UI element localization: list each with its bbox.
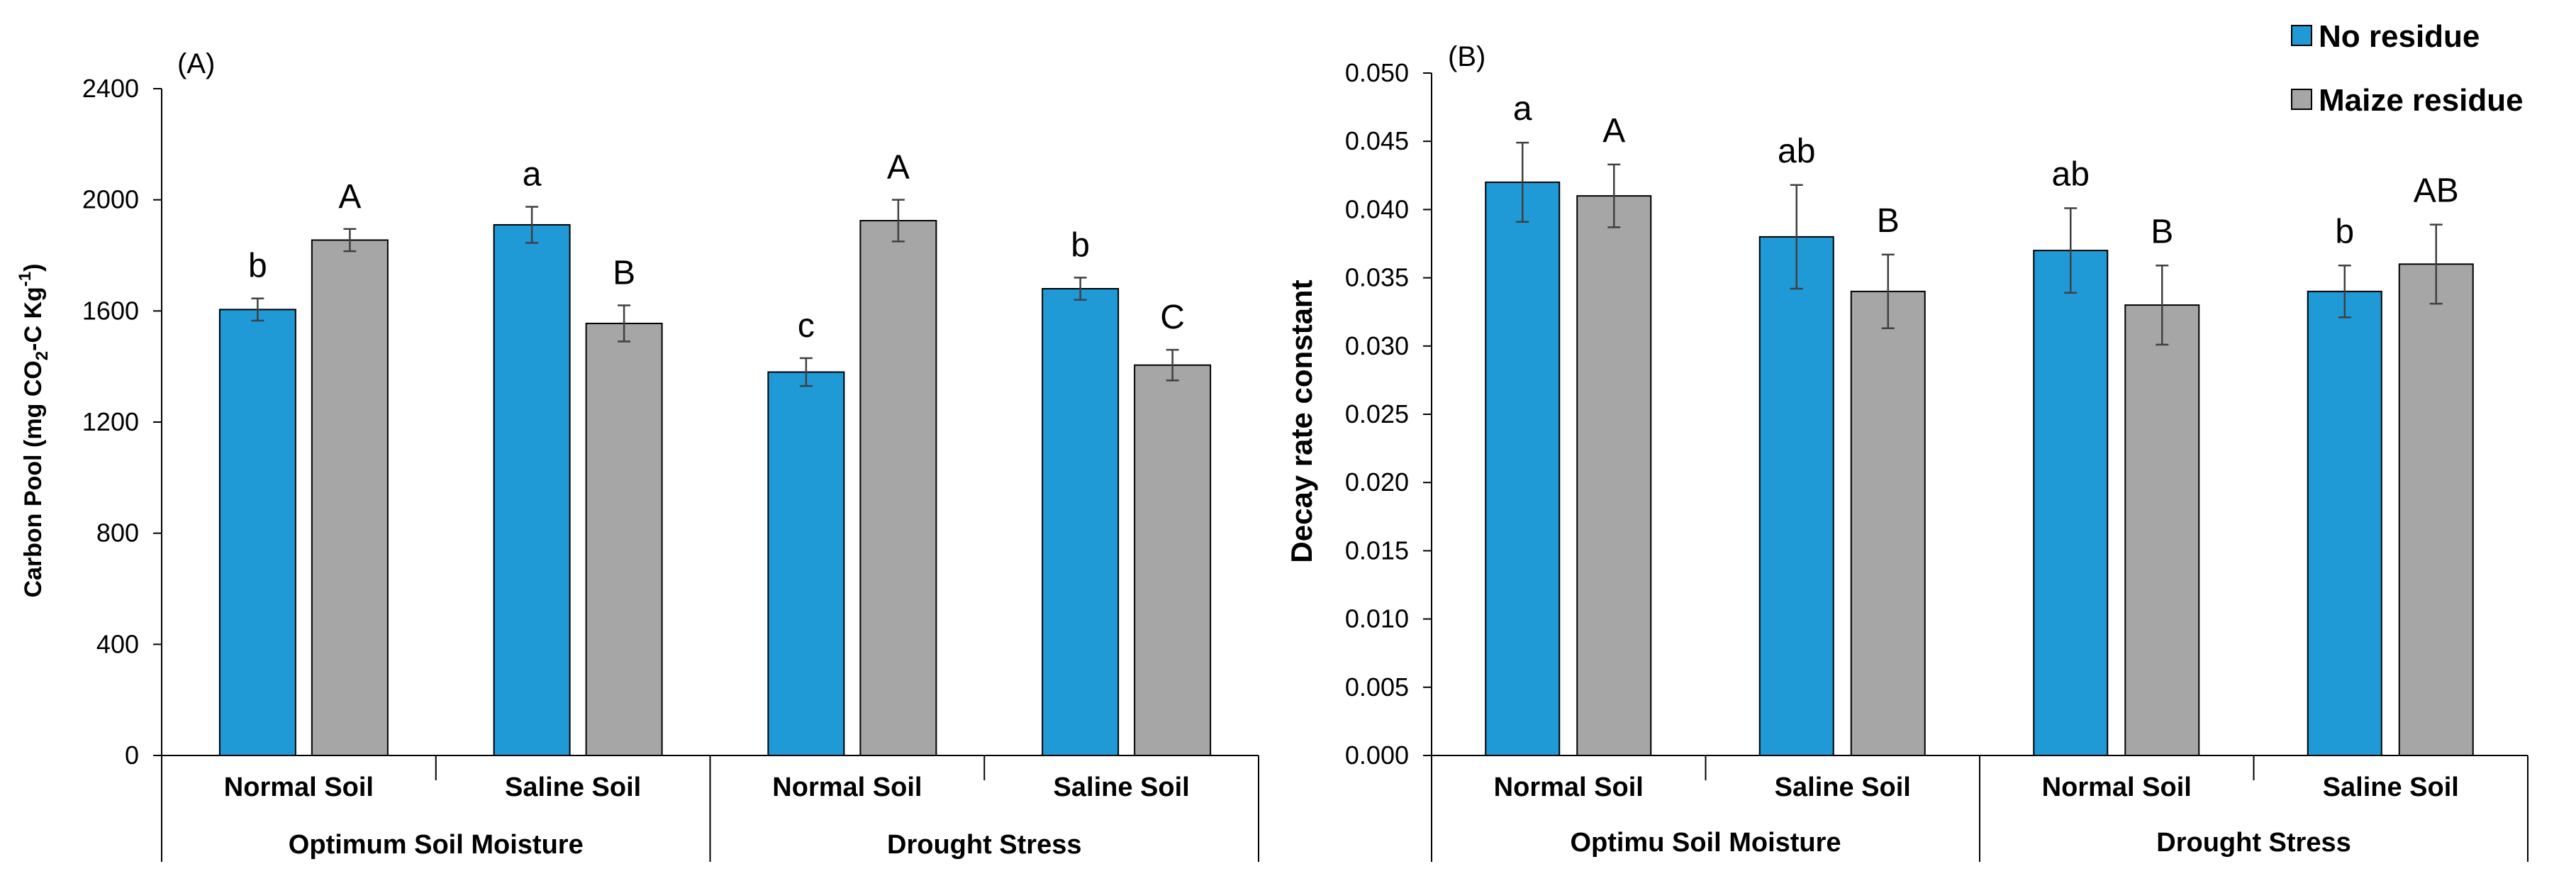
significance-letter: AB xyxy=(2414,172,2459,210)
bar-no-residue xyxy=(218,309,296,756)
legend-label: Maize residue xyxy=(2319,83,2524,118)
x-category-label: Normal Soil xyxy=(1494,773,1644,802)
significance-letter: ab xyxy=(1778,133,1815,170)
y-axis-title-part: -1 xyxy=(16,272,35,287)
bar-maize-residue xyxy=(1134,364,1212,756)
bar-no-residue xyxy=(493,223,571,756)
legend-label: No residue xyxy=(2319,19,2480,54)
panel-label: (A) xyxy=(177,48,215,79)
y-axis-title: Decay rate constant xyxy=(1285,279,1318,563)
significance-letter: A xyxy=(887,149,910,187)
x-category-label: Saline Soil xyxy=(505,773,641,802)
y-tick-label: 0.025 xyxy=(1345,399,1409,428)
significance-letter: ab xyxy=(2052,155,2090,193)
x-category-label: Normal Soil xyxy=(772,773,922,802)
bar-maize-residue xyxy=(585,322,663,757)
legend-swatch xyxy=(2291,25,2312,46)
y-tick-label: 0.005 xyxy=(1345,672,1409,702)
y-tick-label: 400 xyxy=(96,629,139,658)
panel-b: 0.000 0.005 0.010 0.015 0.020 0.025 0.030 0.035… xyxy=(1285,41,2528,862)
x-category-label: Saline Soil xyxy=(2323,773,2459,802)
y-axis-title-part: -C Kg xyxy=(20,287,47,351)
x-group-label: Optimu Soil Moisture xyxy=(1570,828,1841,858)
y-tick-label: 800 xyxy=(96,519,139,548)
x-category-label: Normal Soil xyxy=(224,773,374,802)
significance-letter: B xyxy=(613,255,635,292)
significance-letter: b xyxy=(248,248,267,285)
y-tick-label: 0 xyxy=(125,741,139,770)
y-tick-label: 0.035 xyxy=(1345,263,1409,292)
x-group-label: Optimum Soil Moisture xyxy=(289,830,584,860)
bar-no-residue xyxy=(1042,288,1120,756)
legend-swatch xyxy=(2291,89,2312,110)
y-tick-label: 0.010 xyxy=(1345,604,1409,633)
y-tick-label: 0.045 xyxy=(1345,126,1409,155)
y-tick-label: 0.000 xyxy=(1345,741,1409,770)
y-axis-title-part: Carbon Pool (mg CO xyxy=(20,360,47,597)
y-tick-label: 2400 xyxy=(82,74,139,103)
significance-letter: A xyxy=(338,178,361,216)
y-tick-label: 0.050 xyxy=(1345,58,1409,87)
panel-label: (B) xyxy=(1448,41,1485,72)
x-category-label: Normal Soil xyxy=(2042,773,2192,802)
y-tick-label: 0.040 xyxy=(1345,194,1409,223)
significance-letter: C xyxy=(1160,299,1185,336)
bar-maize-residue xyxy=(311,239,389,757)
significance-letter: c xyxy=(798,307,815,345)
bar-maize-residue xyxy=(2398,263,2474,756)
y-tick-label: 1600 xyxy=(82,296,139,325)
x-group-label: Drought Stress xyxy=(887,830,1081,860)
panel-a: 0 400 800 1200 1600 2000 2400 Carbon Pool (mg C… xyxy=(16,48,1259,862)
significance-letter: B xyxy=(1877,202,1900,240)
bar-maize-residue xyxy=(859,220,937,756)
bar-maize-residue xyxy=(1576,195,1652,757)
x-category-label: Saline Soil xyxy=(1775,773,1911,802)
significance-letter: a xyxy=(523,155,542,193)
significance-letter: B xyxy=(2151,213,2173,250)
y-axis-title-part: 2 xyxy=(33,351,52,360)
significance-letter: b xyxy=(2335,213,2354,250)
x-category-label: Saline Soil xyxy=(1054,773,1190,802)
bar-no-residue xyxy=(2307,290,2382,756)
y-tick-label: 2000 xyxy=(82,185,139,214)
y-tick-label: 0.030 xyxy=(1345,331,1409,360)
bar-maize-residue xyxy=(1850,290,1926,756)
x-group-label: Drought Stress xyxy=(2156,828,2351,858)
significance-letter: A xyxy=(1602,112,1625,150)
y-axis-title-part: ) xyxy=(20,263,47,271)
significance-letter: a xyxy=(1513,90,1532,128)
significance-letter: b xyxy=(1071,226,1090,264)
legend: No residue Maize residue xyxy=(2291,19,2524,118)
bar-no-residue xyxy=(1758,236,1834,756)
y-tick-label: 1200 xyxy=(82,407,139,436)
y-tick-label: 0.015 xyxy=(1345,536,1409,565)
bar-no-residue xyxy=(767,371,845,756)
bar-maize-residue xyxy=(2124,304,2200,756)
y-tick-label: 0.020 xyxy=(1345,467,1409,497)
bar-no-residue xyxy=(2033,250,2109,756)
bar-no-residue xyxy=(1485,181,1561,757)
y-axis-title: Carbon Pool (mg CO2-C Kg-1) xyxy=(16,263,52,597)
